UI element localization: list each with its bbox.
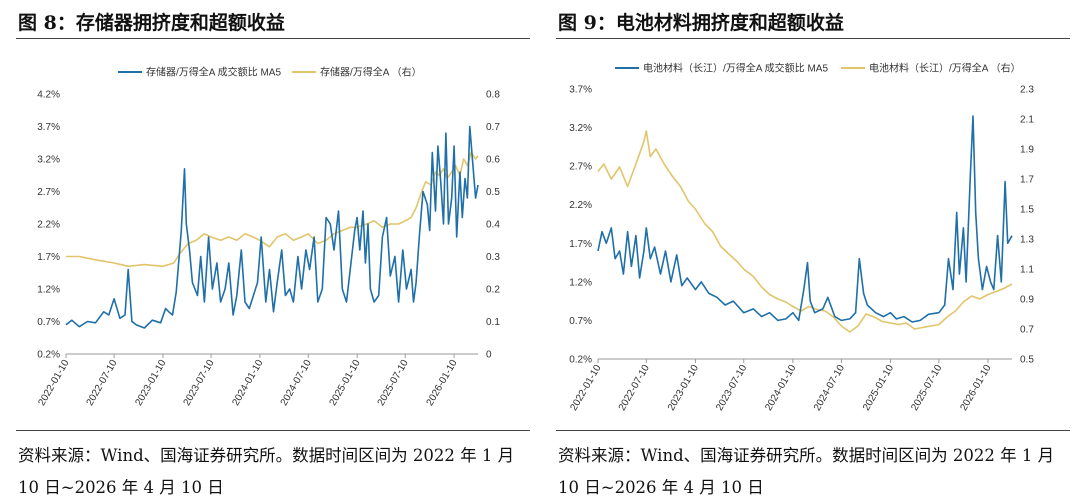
x-tick-label: 2025-07-10 (909, 363, 944, 413)
y-right-tick-label: 2.3 (1020, 85, 1034, 96)
y-right-tick-label: 0.5 (1020, 355, 1034, 366)
y-left-tick-label: 3.7% (569, 85, 592, 96)
x-tick-label: 2025-01-10 (861, 363, 896, 413)
series-line-left-axis (597, 115, 1013, 323)
y-right-tick-label: 1.3 (1020, 235, 1034, 246)
y-right-tick-label: 0.7 (1020, 325, 1034, 336)
y-left-tick-label: 1.2% (569, 277, 592, 288)
x-tick-label: 2022-07-10 (85, 358, 120, 408)
x-tick-label: 2026-01-10 (958, 363, 993, 413)
y-left-tick-label: 0.7% (37, 317, 60, 328)
x-tick-label: 2022-07-10 (617, 363, 652, 413)
figure-8-panel: 图 8：存储器拥挤度和超额收益 0.2% 0.7% 1.2% 1.7% 2.2% 2.7%… (0, 0, 540, 500)
y-left-tick-label: 1.7% (37, 252, 60, 263)
y-left-tick-label: 0.2% (569, 355, 592, 366)
legend-label: 电池材料（长江）/万得全A 成交额比 MA5 (643, 62, 828, 75)
series-line-left-axis (65, 125, 479, 329)
y-right-tick-label: 0 (486, 350, 492, 361)
y-left-tick-label: 3.7% (37, 122, 60, 133)
x-tick-label: 2024-01-10 (763, 363, 798, 413)
x-tick-label: 2023-07-10 (714, 363, 749, 413)
source-note: 资料来源：Wind、国海证券研究所。数据时间区间为 2022 年 1 月 10 … (18, 446, 515, 497)
series-line-right-axis (66, 151, 479, 268)
y-left-tick-label: 2.2% (37, 220, 60, 231)
figure-9-panel: 图 9：电池材料拥挤度和超额收益 0.2% 0.7% 1.2% 1.7% 2.2% 2.7… (540, 0, 1080, 500)
y-left-tick-label: 2.7% (569, 162, 592, 173)
y-left-tick-label: 3.2% (37, 155, 60, 166)
source-rule (16, 430, 530, 431)
title-rule (556, 38, 1070, 39)
legend-label: 电池材料（长江）/万得全A （右） (869, 62, 1021, 75)
y-right-tick-label: 0.3 (486, 252, 500, 263)
x-tick-label: 2026-01-10 (425, 358, 460, 408)
y-right-tick-label: 1.1 (1020, 265, 1034, 276)
x-tick-label: 2023-07-10 (182, 358, 217, 408)
y-right-tick-label: 0.8 (486, 90, 500, 101)
figure-title: 图 8：存储器拥挤度和超额收益 (18, 12, 285, 34)
x-tick-label: 2022-01-10 (36, 358, 71, 408)
y-right-tick-label: 0.7 (486, 122, 500, 133)
y-right-tick-label: 0.9 (1020, 295, 1034, 306)
y-right-tick-label: 1.9 (1020, 145, 1034, 156)
legend-label: 存储器/万得全A 成交额比 MA5 (146, 66, 281, 79)
source-note: 资料来源：Wind、国海证券研究所。数据时间区间为 2022 年 1 月 10 … (558, 446, 1055, 497)
y-right-tick-label: 0.6 (486, 155, 500, 166)
y-left-tick-label: 3.2% (569, 123, 592, 134)
x-tick-label: 2025-07-10 (376, 358, 411, 408)
x-tick-label: 2024-07-10 (279, 358, 314, 408)
source-rule (556, 430, 1070, 431)
y-right-tick-label: 0.5 (486, 187, 500, 198)
y-left-tick-label: 4.2% (37, 90, 60, 101)
y-left-tick-label: 0.2% (37, 350, 60, 361)
x-tick-label: 2023-01-10 (666, 363, 701, 413)
y-left-tick-label: 2.7% (37, 187, 60, 198)
y-left-tick-label: 1.7% (569, 239, 592, 250)
legend-label: 存储器/万得全A （右） (320, 66, 422, 79)
x-tick-label: 2024-01-10 (230, 358, 265, 408)
chart-figure-9: 0.2% 0.7% 1.2% 1.7% 2.2% 2.7% 3.2% 3.7% 0.5 0.7 0.… (568, 62, 1034, 413)
y-left-tick-label: 1.2% (37, 285, 60, 296)
y-left-tick-label: 2.2% (569, 200, 592, 211)
x-tick-label: 2024-07-10 (812, 363, 847, 413)
x-tick-label: 2025-01-10 (328, 358, 363, 408)
x-tick-label: 2023-01-10 (133, 358, 168, 408)
y-right-tick-label: 2.1 (1020, 115, 1034, 126)
x-tick-label: 2022-01-10 (568, 363, 603, 413)
series-line-right-axis (597, 130, 1013, 333)
chart-figure-8: 0.2% 0.7% 1.2% 1.7% 2.2% 2.7% 3.2% 3.7% 4.2% 0 0.1… (36, 66, 500, 408)
title-rule (16, 38, 530, 39)
y-left-tick-label: 0.7% (569, 316, 592, 327)
y-right-tick-label: 0.2 (486, 285, 500, 296)
y-right-tick-label: 0.4 (486, 220, 500, 231)
y-right-tick-label: 0.1 (486, 317, 500, 328)
y-right-tick-label: 1.7 (1020, 175, 1034, 186)
y-right-tick-label: 1.5 (1020, 205, 1034, 216)
figure-title: 图 9：电池材料拥挤度和超额收益 (558, 12, 844, 34)
